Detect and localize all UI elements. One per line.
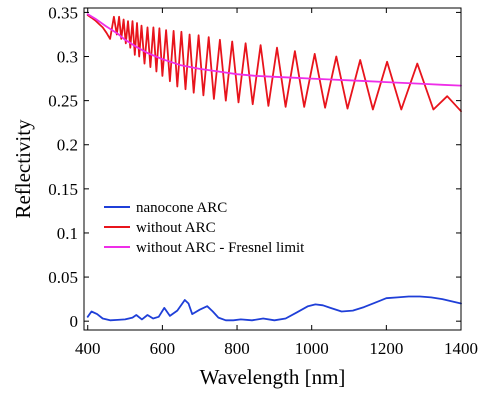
legend-entry: without ARC xyxy=(136,220,216,236)
x-tick-label: 600 xyxy=(150,339,176,358)
y-tick-label: 0.25 xyxy=(48,92,78,111)
y-tick-label: 0.15 xyxy=(48,180,78,199)
series-line-2 xyxy=(86,13,462,87)
legend-entry: without ARC - Fresnel limit xyxy=(136,240,305,256)
legend-entry: nanocone ARC xyxy=(136,200,227,216)
legend: nanocone ARC without ARC without ARC - Fre… xyxy=(104,200,305,256)
y-axis-label: Reflectivity xyxy=(11,119,35,219)
y-tick-label: 0.35 xyxy=(48,3,78,22)
y-tick-label: 0.1 xyxy=(57,224,78,243)
series-line-1 xyxy=(86,14,462,113)
y-tick-label: 0.05 xyxy=(48,268,78,287)
y-tick-label: 0 xyxy=(70,312,79,331)
series-layer xyxy=(86,13,462,322)
x-tick-label: 1400 xyxy=(444,339,478,358)
axes-layer: 400 600 800 1000 1200 1400 0 0.05 0.1 0.15 0.2 0.25… xyxy=(48,3,478,358)
y-tick-label: 0.3 xyxy=(57,48,78,67)
x-tick-label: 1000 xyxy=(295,339,329,358)
x-tick-label: 1200 xyxy=(369,339,403,358)
plot-frame xyxy=(83,7,462,331)
x-tick-label: 800 xyxy=(224,339,250,358)
x-axis-label: Wavelength [nm] xyxy=(200,365,346,389)
x-tick-label: 400 xyxy=(75,339,101,358)
series-line-0 xyxy=(86,295,462,322)
y-tick-label: 0.2 xyxy=(57,136,78,155)
